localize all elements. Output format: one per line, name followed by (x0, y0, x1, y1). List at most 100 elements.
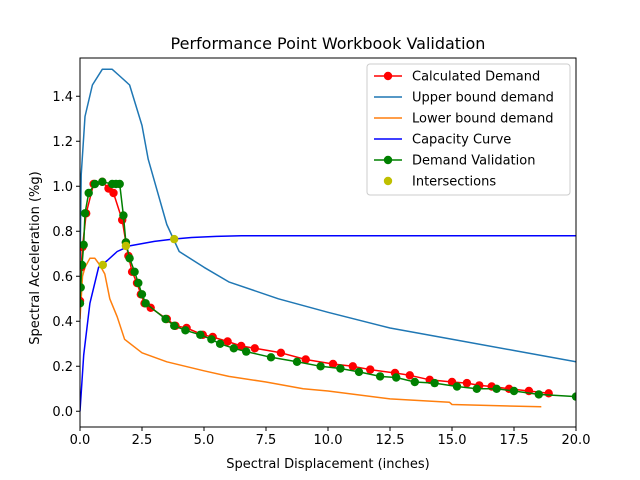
data-point (80, 240, 88, 249)
data-point (430, 378, 439, 388)
data-point (250, 344, 259, 353)
data-point (316, 362, 325, 371)
y-tick-label: 0.8 (52, 225, 73, 240)
data-point (130, 267, 139, 276)
data-point (121, 241, 131, 251)
series-demand-validation (80, 177, 576, 401)
x-tick-label: 17.5 (500, 433, 529, 448)
series-layer (80, 68, 576, 412)
y-axis-ticks: 0.0 0.2 0.4 0.6 0.8 1.0 1.2 1.4 (52, 90, 80, 420)
data-point (410, 377, 419, 387)
data-point (170, 321, 179, 330)
x-tick-label: 12.5 (376, 433, 405, 448)
y-tick-label: 0.4 (52, 315, 73, 330)
data-point (266, 353, 276, 362)
data-point (571, 392, 576, 401)
data-point (137, 290, 147, 299)
x-axis-label: Spectral Displacement (inches) (226, 457, 429, 472)
legend-label: Calculated Demand (412, 70, 540, 85)
data-point (181, 326, 190, 335)
legend-entry: Upper bound demand (374, 91, 554, 106)
series-upper-bound-demand (80, 68, 576, 363)
data-point (375, 372, 385, 381)
data-point (544, 389, 553, 398)
data-point (125, 254, 134, 263)
legend-label: Capacity Curve (412, 133, 511, 148)
data-point (366, 365, 375, 374)
x-tick-label: 15.0 (438, 433, 467, 448)
x-tick-label: 7.5 (256, 433, 277, 448)
data-point (292, 357, 302, 366)
data-point (115, 179, 124, 189)
data-point (472, 384, 481, 393)
legend-label: Lower bound demand (412, 112, 554, 127)
data-point (223, 337, 232, 346)
legend-marker-swatch (383, 176, 393, 186)
data-point (80, 209, 90, 218)
data-point (392, 373, 401, 382)
data-point (348, 362, 357, 371)
x-tick-label: 20.0 (562, 433, 591, 448)
legend-marker-swatch (383, 71, 393, 81)
data-point (462, 378, 472, 388)
legend-entry: Capacity Curve (374, 133, 511, 148)
y-tick-label: 1.2 (52, 135, 73, 150)
data-point (242, 347, 251, 356)
legend-label: Demand Validation (412, 154, 535, 169)
data-point (405, 371, 414, 380)
data-point (328, 359, 338, 369)
data-point (276, 348, 286, 357)
data-point (336, 364, 345, 373)
data-point (534, 390, 543, 399)
data-point (196, 330, 205, 339)
data-point (98, 260, 108, 270)
data-point (80, 299, 85, 308)
data-point (98, 177, 107, 186)
legend-marker-swatch (383, 155, 393, 165)
data-point (90, 179, 100, 189)
x-axis-ticks: 0.0 2.5 5.0 7.5 10.0 12.5 15.0 17.5 20.0 (70, 427, 591, 448)
legend-box (366, 63, 571, 196)
data-point (354, 367, 364, 377)
data-point (207, 335, 216, 344)
legend-entry: Intersections (383, 175, 496, 190)
data-point (119, 211, 128, 220)
legend-label: Intersections (412, 175, 496, 190)
data-point (170, 234, 179, 244)
data-point (229, 344, 238, 353)
series-capacity-curve (80, 235, 576, 412)
x-tick-label: 5.0 (194, 433, 215, 448)
data-point (109, 188, 118, 198)
data-point (134, 278, 143, 288)
legend-entry: Lower bound demand (374, 112, 554, 127)
data-point (141, 299, 150, 308)
data-point (492, 384, 501, 393)
legend-entries: Calculated Demand Upper bound demand Lower… (374, 70, 554, 190)
data-point (509, 386, 519, 396)
data-point (80, 260, 87, 270)
chart-title: Performance Point Workbook Validation (171, 34, 486, 53)
x-tick-label: 10.0 (314, 433, 343, 448)
y-tick-label: 0.2 (52, 360, 73, 375)
x-tick-label: 2.5 (132, 433, 153, 448)
legend-label: Upper bound demand (412, 91, 554, 106)
series-line (80, 257, 542, 408)
series-line (80, 68, 576, 363)
y-tick-label: 1.4 (52, 90, 73, 105)
y-tick-label: 0.0 (52, 405, 73, 420)
y-tick-label: 1.0 (52, 180, 73, 195)
series-line (80, 235, 576, 412)
data-point (452, 382, 462, 391)
legend: Calculated Demand Upper bound demand Lower… (366, 63, 571, 196)
data-point (84, 188, 93, 198)
series-lower-bound-demand (80, 257, 542, 408)
data-point (301, 355, 310, 364)
y-tick-label: 0.6 (52, 270, 73, 285)
data-point (215, 339, 225, 348)
series-intersections (98, 234, 179, 270)
data-point (237, 341, 246, 351)
legend-entry: Calculated Demand (374, 70, 540, 85)
legend-entry: Demand Validation (374, 154, 535, 169)
